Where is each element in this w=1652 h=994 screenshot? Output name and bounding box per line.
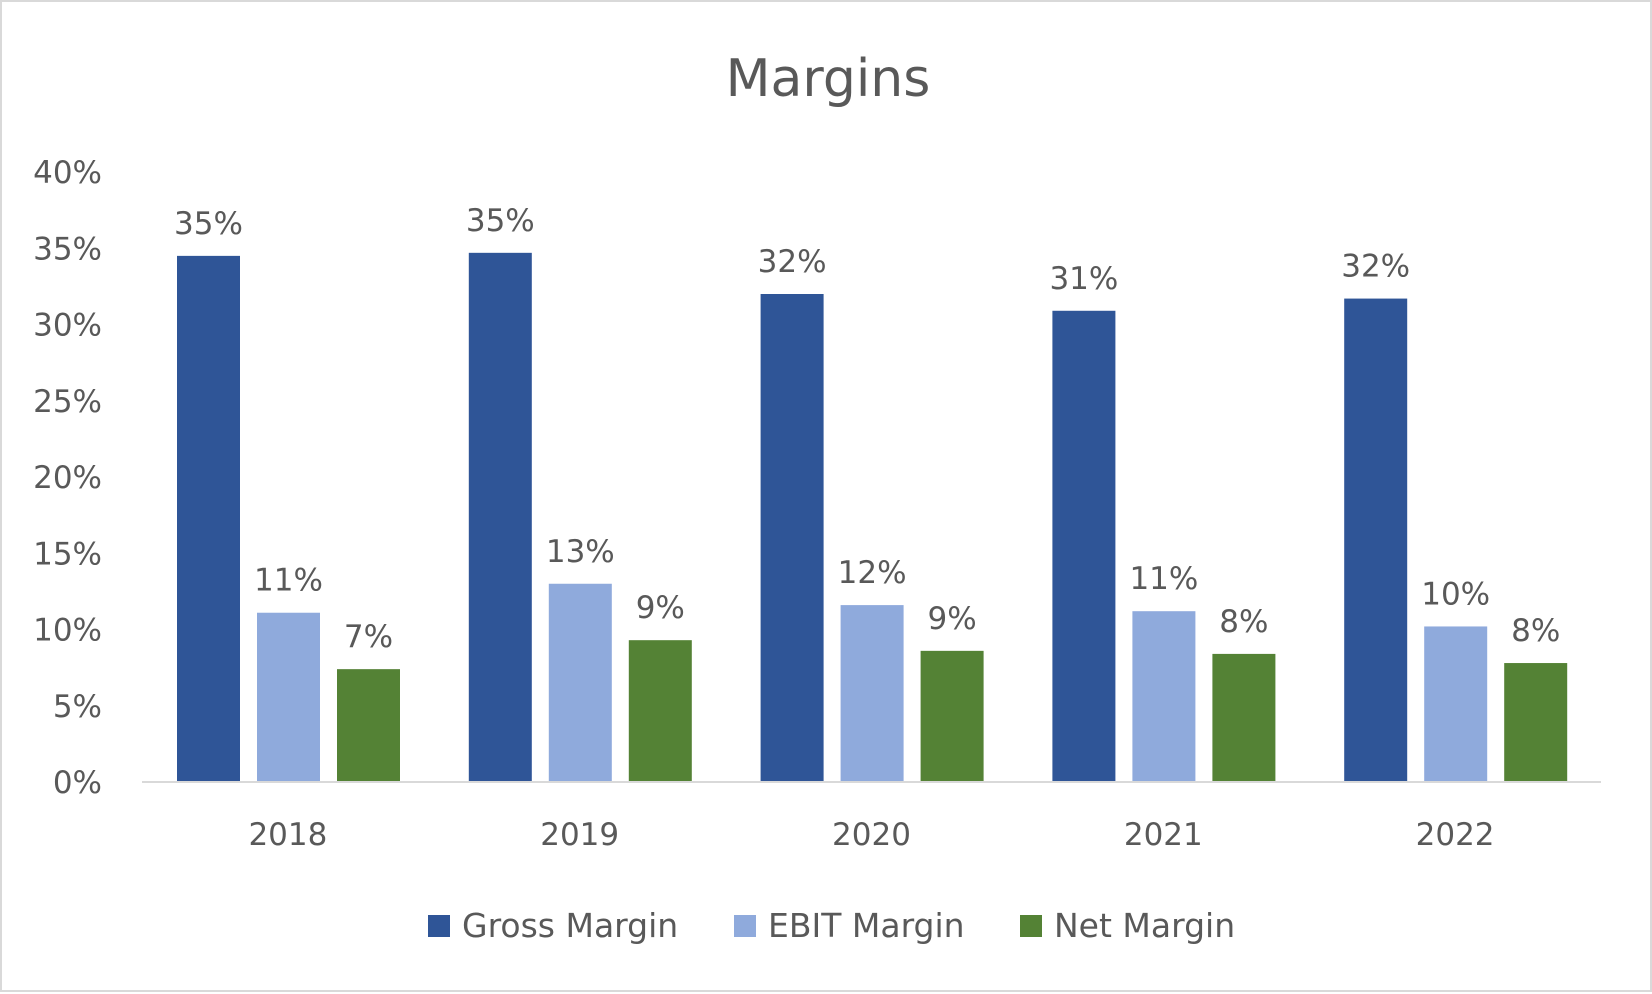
bar-gross-margin [1052, 310, 1116, 782]
data-label: 8% [1219, 604, 1268, 640]
legend-label: Net Margin [1054, 906, 1235, 945]
legend-label: Gross Margin [462, 906, 678, 945]
data-label: 8% [1511, 613, 1560, 649]
bar-ebit-margin [257, 612, 320, 782]
bar-gross-margin [760, 294, 824, 782]
data-label: 31% [1049, 261, 1118, 297]
bar-gross-margin [468, 252, 532, 782]
bar-net-margin [1212, 653, 1276, 782]
data-label: 7% [344, 619, 393, 655]
bar-net-margin [628, 640, 692, 782]
legend-swatch [428, 915, 450, 937]
y-tick-label: 25% [33, 384, 102, 420]
x-tick-label: 2022 [1416, 817, 1495, 853]
chart-title: Margins [726, 49, 931, 109]
legend: Gross Margin EBIT Margin Net Margin [428, 906, 1235, 945]
data-label: 9% [636, 590, 685, 626]
x-tick-label: 2020 [832, 817, 911, 853]
bars: 35% 11% 7% 35% 13% 9% 32% 12% 9% 31% 11% 8% 32% 10% 8% [174, 203, 1568, 782]
y-tick-label: 0% [53, 765, 102, 801]
bar-gross-margin [177, 255, 240, 782]
y-tick-label: 30% [33, 308, 102, 344]
bar-ebit-margin [1424, 626, 1488, 782]
data-label: 10% [1421, 576, 1490, 612]
data-label: 13% [546, 534, 615, 570]
bar-ebit-margin [548, 583, 612, 782]
x-axis: 2018 2019 2020 2021 2022 [248, 817, 1494, 853]
legend-label: EBIT Margin [768, 906, 965, 945]
data-label: 12% [838, 555, 907, 591]
data-label: 35% [174, 206, 243, 242]
x-tick-label: 2018 [248, 817, 327, 853]
bar-gross-margin [1344, 298, 1408, 782]
data-label: 11% [254, 563, 323, 599]
y-tick-label: 15% [33, 536, 102, 572]
bar-ebit-margin [840, 605, 904, 782]
y-tick-label: 40% [33, 155, 102, 191]
y-tick-label: 35% [33, 231, 102, 267]
legend-swatch [734, 915, 756, 937]
x-tick-label: 2019 [540, 817, 619, 853]
data-label: 11% [1129, 561, 1198, 597]
bar-net-margin [1504, 663, 1568, 782]
data-label: 32% [1341, 249, 1410, 285]
legend-swatch [1020, 915, 1042, 937]
data-label: 35% [466, 203, 535, 239]
y-tick-label: 20% [33, 460, 102, 496]
bar-net-margin [920, 650, 984, 782]
y-tick-label: 10% [33, 613, 102, 649]
x-tick-label: 2021 [1124, 817, 1203, 853]
bar-ebit-margin [1132, 611, 1196, 782]
data-label: 9% [928, 601, 977, 637]
y-tick-label: 5% [53, 689, 102, 725]
data-label: 32% [758, 244, 827, 280]
y-axis: 0% 5% 10% 15% 20% 25% 30% 35% 40% [33, 155, 102, 801]
bar-net-margin [337, 669, 400, 782]
